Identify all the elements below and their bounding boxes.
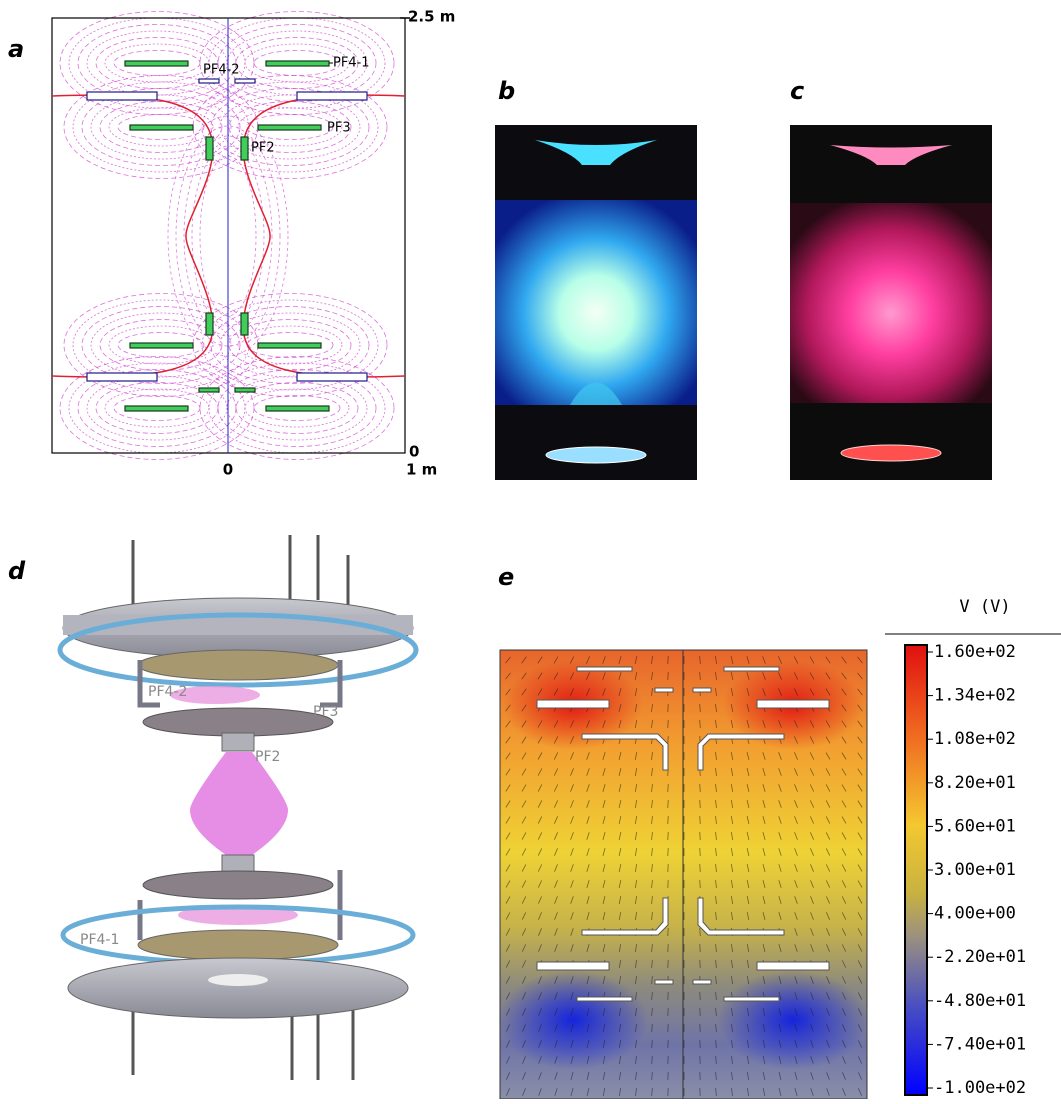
colorbar-label: -2.20e+01 — [934, 947, 1026, 967]
colorbar-label: -4.80e+01 — [934, 991, 1026, 1011]
plasma-glow — [790, 203, 992, 403]
device-drawing — [60, 535, 416, 1080]
coil-label: PF2 — [251, 141, 275, 156]
plate — [138, 650, 338, 680]
axis-label: 2.5 m — [408, 8, 455, 26]
plate — [138, 930, 338, 960]
coil — [206, 313, 213, 335]
panel-label: d — [8, 557, 26, 585]
colorbar-label: 1.34e+02 — [934, 686, 1016, 706]
coil — [241, 137, 248, 160]
cylinder — [222, 733, 254, 751]
field-lines — [60, 12, 394, 460]
coil-label: PF4-1 — [333, 56, 370, 71]
coil — [266, 61, 329, 66]
arrow — [700, 704, 701, 712]
colorbar-label: -7.40e+01 — [934, 1034, 1026, 1054]
arrow — [700, 784, 701, 792]
colorbar-label: 4.00e+00 — [934, 904, 1016, 924]
coil — [125, 406, 188, 411]
bottom-flange — [68, 958, 408, 1018]
arrow — [668, 672, 669, 680]
coil-label: PF4-2 — [148, 684, 187, 700]
separatrix — [52, 95, 213, 377]
colorbar — [905, 645, 927, 1095]
cylinder — [222, 855, 254, 873]
coil-label: PF4-1 — [80, 932, 119, 948]
colorbar-label: 5.60e+01 — [934, 816, 1016, 836]
electrode — [199, 79, 219, 83]
plasma — [190, 752, 288, 855]
plasma-bottom — [841, 445, 941, 461]
electrode — [235, 79, 255, 83]
colorbar-title: V (V) — [959, 597, 1010, 617]
colorbar-ticks: 1.60e+02 1.34e+02 1.08e+02 8.20e+01 5.60e+01… — [927, 642, 1026, 1098]
plasma-bottom — [546, 447, 646, 463]
coil — [130, 343, 193, 348]
coil-label: PF4-2 — [203, 63, 240, 78]
coil-label: PF3 — [327, 121, 351, 136]
electrodes — [87, 79, 367, 381]
coil — [266, 406, 329, 411]
colorbar-label: 1.08e+02 — [934, 729, 1016, 749]
colorbar-label: 3.00e+01 — [934, 860, 1016, 880]
coil — [258, 125, 321, 130]
coil — [130, 125, 193, 130]
panel-label: e — [498, 563, 514, 591]
coil — [199, 388, 219, 392]
panel-label: b — [498, 77, 515, 105]
electrode — [297, 373, 367, 381]
coil-label: PF2 — [255, 749, 280, 765]
electrode — [87, 373, 157, 381]
figure: a PF4-2 PF4-1 PF3 PF2 2.5 m 0 0 1 m b — [0, 0, 1061, 1099]
coil — [235, 388, 255, 392]
colorbar-label: 8.20e+01 — [934, 773, 1016, 793]
coil — [125, 61, 188, 66]
photo-b — [495, 125, 697, 480]
potential-map — [498, 650, 868, 1099]
axis-label: 0 — [223, 461, 233, 479]
electrode — [87, 92, 157, 100]
plasma-glow — [495, 200, 697, 405]
arrow — [668, 656, 669, 664]
page: {"panel_a": {"label": "a", "axis": {"top… — [0, 0, 1061, 1099]
coil — [206, 137, 213, 160]
hole — [208, 974, 268, 986]
panel-label: a — [8, 35, 24, 63]
coil-label: PF3 — [313, 704, 338, 720]
axis-label: 0 — [409, 443, 419, 461]
axis-label: 1 m — [406, 461, 437, 479]
blob — [498, 970, 648, 1070]
separatrix — [243, 95, 405, 377]
panel-label: c — [790, 77, 804, 105]
colorbar-label: -1.00e+02 — [934, 1078, 1026, 1098]
plate — [143, 708, 333, 736]
electrode — [297, 92, 367, 100]
coil — [258, 343, 321, 348]
coil — [241, 313, 248, 335]
blob — [718, 970, 868, 1070]
colorbar-label: 1.60e+02 — [934, 642, 1016, 662]
plate — [143, 871, 333, 899]
photo-c — [790, 125, 992, 480]
arrow — [668, 704, 669, 712]
arrow — [700, 720, 701, 728]
